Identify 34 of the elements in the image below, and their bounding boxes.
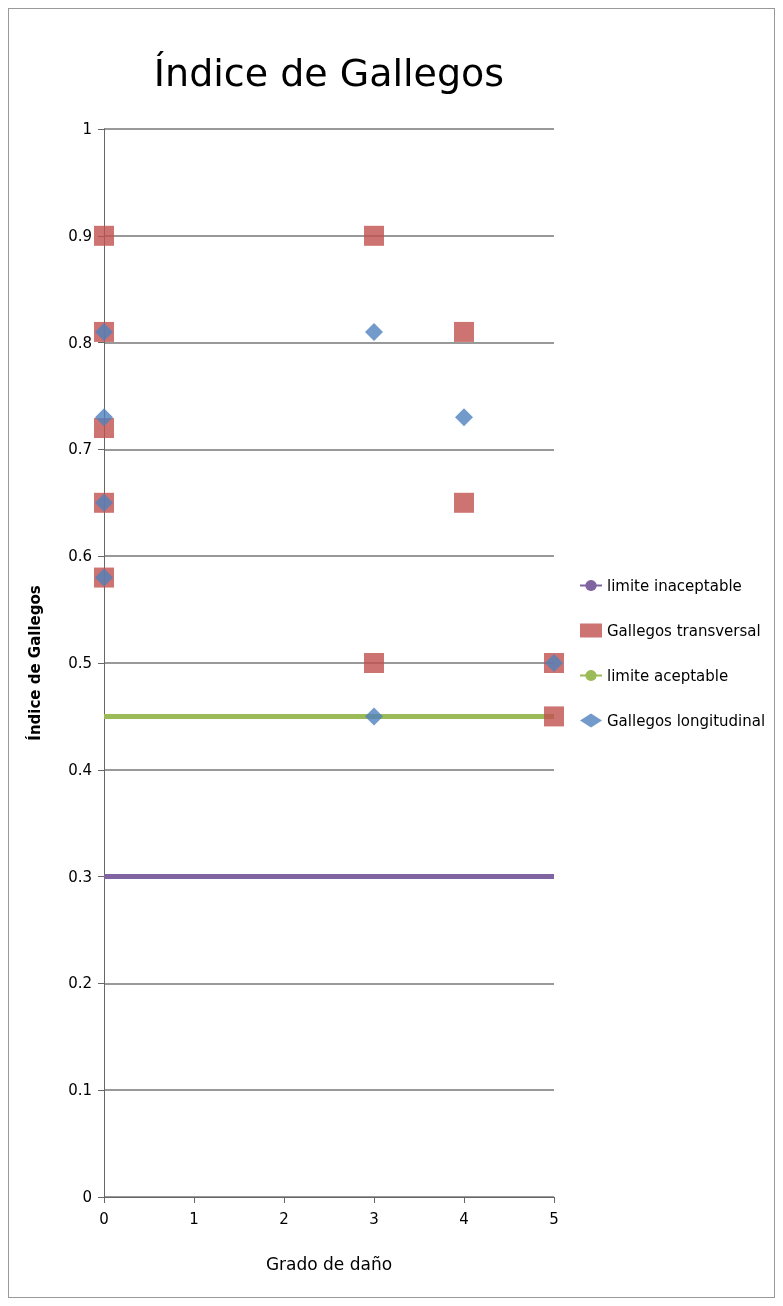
point bbox=[365, 707, 383, 726]
point bbox=[95, 408, 113, 427]
x-tick-label: 0 bbox=[99, 1209, 109, 1228]
y-tick-label: 0.8 bbox=[68, 333, 92, 352]
legend-label: limite inaceptable bbox=[607, 576, 742, 595]
y-tick-label: 0.7 bbox=[68, 440, 92, 459]
point bbox=[454, 321, 474, 342]
y-tick-label: 0.1 bbox=[68, 1081, 92, 1100]
legend-label: limite aceptable bbox=[607, 666, 729, 685]
chart-title: Índice de Gallegos bbox=[153, 51, 505, 95]
point bbox=[364, 653, 384, 673]
y-tick-label: 1 bbox=[82, 120, 92, 138]
y-tick-label: 0.5 bbox=[68, 654, 92, 672]
x-tick-label: 4 bbox=[459, 1209, 469, 1228]
point bbox=[94, 225, 114, 246]
y-tick-label: 0 bbox=[82, 1188, 92, 1206]
y-tick-label: 0.6 bbox=[68, 547, 92, 566]
x-tick-label: 3 bbox=[369, 1209, 379, 1228]
y-tick-label: 0.4 bbox=[68, 760, 92, 779]
point bbox=[454, 492, 474, 513]
y-tick-label: 0.9 bbox=[68, 226, 92, 245]
point bbox=[364, 225, 384, 246]
x-tick-label: 5 bbox=[549, 1209, 559, 1228]
y-tick-label: 0.2 bbox=[68, 974, 92, 993]
point bbox=[544, 706, 564, 727]
y-tick-label: 0.3 bbox=[68, 867, 92, 886]
x-tick-label: 1 bbox=[189, 1209, 199, 1228]
point bbox=[365, 322, 383, 341]
y-axis-title: Índice de Gallegos bbox=[24, 585, 44, 741]
x-axis-title: Grado de daño bbox=[265, 1253, 393, 1274]
x-tick-label: 2 bbox=[279, 1209, 289, 1228]
legend-label: Gallegos transversal bbox=[607, 621, 761, 640]
legend-label: Gallegos longitudinal bbox=[607, 711, 766, 730]
point bbox=[455, 408, 473, 427]
